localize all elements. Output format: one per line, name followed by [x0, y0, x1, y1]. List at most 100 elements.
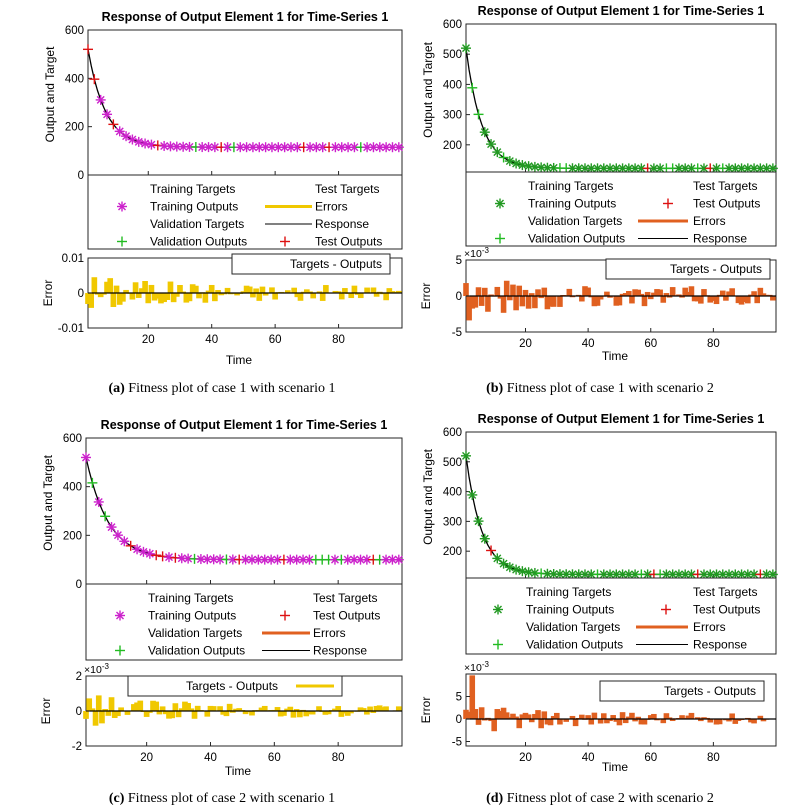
star-marker-stroke — [248, 143, 257, 152]
star-marker-stroke — [624, 570, 633, 579]
error-bar — [164, 293, 171, 300]
error-bar — [635, 716, 642, 719]
error-bar — [500, 707, 507, 719]
error-bar — [478, 296, 485, 306]
star-marker-stroke — [94, 497, 103, 506]
error-bar — [261, 705, 268, 711]
error-bar — [173, 293, 180, 297]
error-bar — [591, 296, 598, 307]
star-marker-stroke — [537, 163, 546, 172]
star-marker-stroke — [612, 570, 621, 579]
error-bar — [344, 711, 351, 716]
error-bar — [376, 705, 383, 711]
error-bar — [373, 293, 380, 297]
error-legend-text: Targets - Outputs — [664, 684, 756, 698]
error-bar — [547, 719, 554, 726]
legend-entry: Validation Targets — [526, 620, 620, 634]
chart-panel-4 — [461, 431, 778, 747]
error-bar — [156, 711, 163, 715]
star-marker-stroke — [292, 555, 301, 564]
y-tick-label: 600 — [443, 19, 462, 31]
error-bar — [243, 285, 250, 293]
star-marker-stroke — [141, 139, 150, 148]
legend-box — [85, 583, 403, 661]
error-bar — [666, 717, 673, 719]
y-tick-label: 500 — [443, 457, 462, 469]
error-bar — [472, 296, 479, 308]
error-bar — [373, 705, 380, 711]
error-bar — [188, 708, 195, 711]
error-bar — [569, 715, 576, 719]
error-bar — [294, 293, 301, 298]
error-bar — [185, 703, 191, 711]
star-marker-stroke — [681, 164, 690, 173]
star-marker-stroke — [139, 547, 148, 556]
error-bar — [357, 293, 364, 299]
y-tick-label: 200 — [65, 122, 84, 134]
star-marker-stroke — [82, 453, 90, 462]
figure-caption: (b) Fitness plot of case 1 with scenario… — [486, 381, 714, 396]
star-marker-stroke — [388, 555, 397, 564]
error-legend-box — [599, 680, 765, 702]
error-bar — [253, 288, 259, 293]
star-marker-stroke — [145, 549, 154, 558]
error-bar — [83, 711, 89, 719]
error-bar — [172, 703, 179, 711]
star-marker-stroke — [549, 163, 558, 172]
star-marker-stroke — [255, 143, 264, 152]
error-bar — [522, 712, 529, 719]
error-bar — [760, 293, 767, 296]
star-marker-stroke — [543, 569, 552, 578]
star-marker-stroke — [737, 164, 746, 173]
star-marker-stroke — [530, 568, 539, 577]
error-bar — [92, 711, 99, 726]
error-bar — [245, 711, 252, 713]
legend-entry: Training Outputs — [150, 200, 238, 214]
error-bar — [547, 296, 554, 307]
error-bar — [563, 719, 569, 722]
star-marker-stroke — [394, 555, 403, 564]
error-bar — [626, 290, 632, 296]
x-tick-label: 80 — [332, 334, 345, 346]
error-bar — [287, 706, 294, 711]
error-bar — [193, 285, 199, 293]
star-marker-stroke — [480, 128, 489, 137]
error-bar — [566, 288, 573, 296]
error-bar — [532, 713, 538, 719]
error-bar — [613, 719, 620, 722]
star-marker-stroke — [518, 567, 527, 576]
error-bar — [632, 719, 638, 722]
error-bar — [319, 293, 326, 301]
error-bar — [335, 291, 342, 293]
star-marker-stroke — [768, 164, 777, 173]
error-bar — [86, 698, 93, 711]
error-bar — [694, 717, 701, 719]
star-marker-stroke — [505, 157, 514, 166]
error-bar — [306, 711, 313, 715]
error-bar — [610, 715, 616, 719]
caption-label: (d) — [486, 791, 503, 806]
error-bar — [550, 715, 557, 719]
error-bar — [685, 291, 692, 296]
star-marker-stroke — [518, 161, 527, 170]
star-marker-stroke — [612, 164, 621, 173]
star-marker-stroke — [743, 164, 752, 173]
star-marker-stroke — [687, 570, 696, 579]
error-bar — [494, 709, 501, 719]
error-bar — [741, 296, 748, 303]
error-bar — [647, 715, 654, 719]
star-marker-stroke — [115, 127, 124, 136]
error-bar — [469, 296, 476, 309]
error-bar — [262, 293, 269, 296]
legend-entry: Response — [313, 644, 367, 658]
star-marker-stroke — [487, 140, 496, 149]
error-bar — [641, 296, 648, 307]
error-bar — [466, 711, 472, 719]
legend-entry: Test Targets — [315, 182, 379, 196]
error-bar — [466, 296, 472, 321]
star-marker-stroke — [737, 570, 746, 579]
error-bar — [221, 293, 228, 295]
legend-entry: Errors — [693, 214, 726, 228]
star-marker-stroke — [363, 143, 372, 152]
legend-entry: Test Outputs — [693, 603, 760, 617]
